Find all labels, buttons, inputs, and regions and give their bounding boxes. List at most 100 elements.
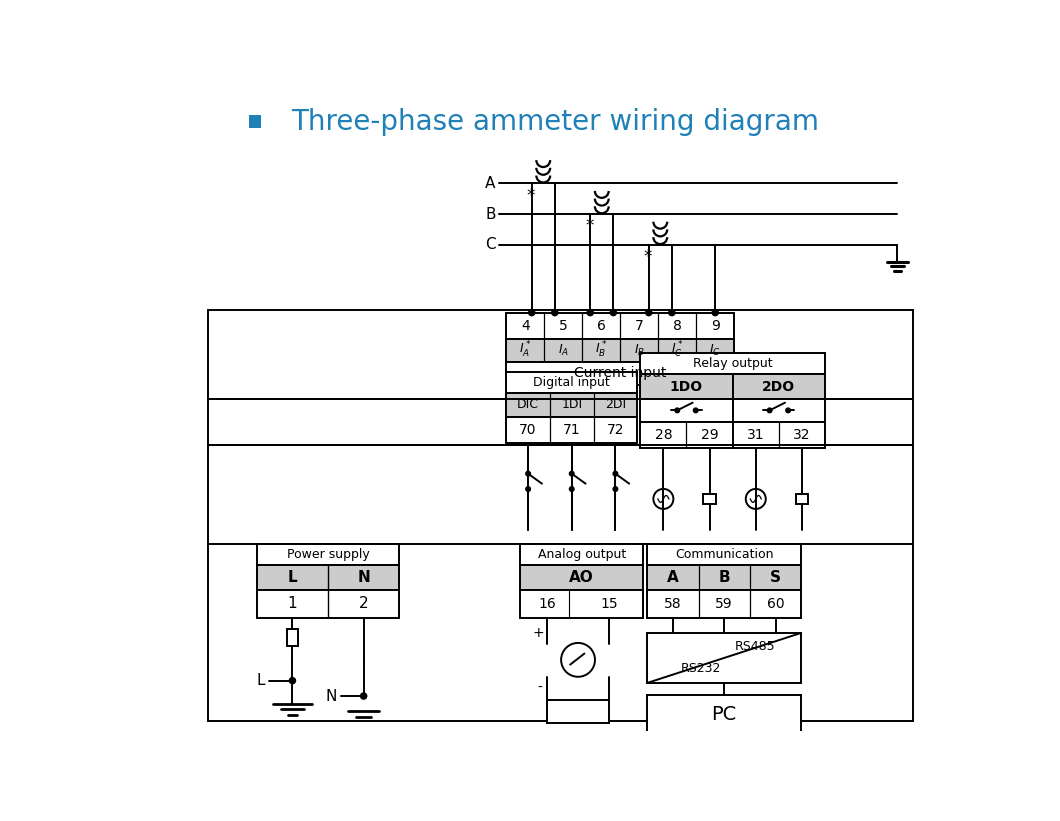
Text: C: C xyxy=(484,237,495,252)
Circle shape xyxy=(675,408,679,413)
Bar xyxy=(507,339,735,362)
Text: L: L xyxy=(287,570,297,585)
Text: S: S xyxy=(770,570,781,585)
Text: Relay output: Relay output xyxy=(693,357,773,370)
Circle shape xyxy=(613,487,618,492)
Circle shape xyxy=(613,471,618,476)
Text: RS232: RS232 xyxy=(681,663,721,676)
Text: $I_B$: $I_B$ xyxy=(634,342,644,358)
Text: 1DI: 1DI xyxy=(561,398,582,411)
Text: 70: 70 xyxy=(519,423,536,437)
Bar xyxy=(640,422,825,448)
Text: 16: 16 xyxy=(538,597,556,611)
Text: 9: 9 xyxy=(711,319,720,333)
Bar xyxy=(640,399,732,422)
Circle shape xyxy=(551,310,558,315)
Text: 28: 28 xyxy=(655,428,672,442)
Bar xyxy=(648,695,801,735)
Text: 1DO: 1DO xyxy=(670,379,703,393)
Circle shape xyxy=(587,310,594,315)
Text: Three-phase ammeter wiring diagram: Three-phase ammeter wiring diagram xyxy=(290,108,818,135)
Text: $I_A$: $I_A$ xyxy=(558,342,569,358)
Text: Analog output: Analog output xyxy=(537,548,625,561)
Text: 31: 31 xyxy=(747,428,764,442)
Circle shape xyxy=(569,487,575,492)
Text: 2: 2 xyxy=(359,596,369,611)
Bar xyxy=(732,399,825,422)
Text: -: - xyxy=(537,681,542,695)
Bar xyxy=(520,544,643,565)
Circle shape xyxy=(569,471,575,476)
Text: 15: 15 xyxy=(600,597,618,611)
Bar xyxy=(257,544,400,565)
Text: 72: 72 xyxy=(606,423,624,437)
Circle shape xyxy=(693,408,699,413)
Text: 6: 6 xyxy=(597,319,605,333)
Bar xyxy=(640,353,825,374)
Circle shape xyxy=(767,408,772,413)
Text: 1: 1 xyxy=(287,596,297,611)
Bar xyxy=(648,589,801,617)
Text: RS485: RS485 xyxy=(735,640,775,654)
Text: 2DO: 2DO xyxy=(762,379,795,393)
Text: 71: 71 xyxy=(563,423,581,437)
Bar xyxy=(507,416,637,443)
Circle shape xyxy=(360,693,367,699)
Text: B: B xyxy=(719,570,730,585)
Text: 29: 29 xyxy=(701,428,719,442)
Text: A: A xyxy=(485,176,495,190)
Bar xyxy=(287,629,298,646)
Text: 5: 5 xyxy=(559,319,568,333)
Text: DIC: DIC xyxy=(517,398,540,411)
Bar xyxy=(249,116,262,128)
Text: $I_C^*$: $I_C^*$ xyxy=(671,340,684,360)
Text: 60: 60 xyxy=(766,597,784,611)
Text: 4: 4 xyxy=(520,319,530,333)
Text: *: * xyxy=(643,248,652,266)
Circle shape xyxy=(712,310,719,315)
Text: 58: 58 xyxy=(664,597,682,611)
Text: 32: 32 xyxy=(793,428,811,442)
Bar xyxy=(507,393,637,416)
Text: AO: AO xyxy=(569,570,594,585)
Bar xyxy=(648,544,801,565)
Text: N: N xyxy=(357,570,370,585)
Text: N: N xyxy=(325,689,337,704)
Bar xyxy=(640,374,732,399)
Text: $I_C$: $I_C$ xyxy=(709,342,721,358)
Text: 7: 7 xyxy=(635,319,643,333)
Bar xyxy=(507,313,735,339)
Circle shape xyxy=(529,310,535,315)
Text: $I_A^*$: $I_A^*$ xyxy=(519,340,531,360)
Bar xyxy=(704,493,716,504)
Bar xyxy=(648,565,801,589)
Text: Current input: Current input xyxy=(575,366,667,380)
Circle shape xyxy=(646,310,652,315)
Bar xyxy=(547,699,608,723)
Circle shape xyxy=(526,487,530,492)
Bar xyxy=(209,310,913,721)
Bar xyxy=(520,589,643,617)
Text: *: * xyxy=(527,186,535,204)
Bar xyxy=(648,633,801,683)
Text: A: A xyxy=(667,570,678,585)
Circle shape xyxy=(669,310,675,315)
Text: B: B xyxy=(485,207,495,222)
Bar xyxy=(507,372,637,393)
Circle shape xyxy=(611,310,617,315)
Bar xyxy=(257,565,400,589)
Bar xyxy=(520,565,643,589)
Bar xyxy=(732,374,825,399)
Text: 2DI: 2DI xyxy=(605,398,626,411)
Circle shape xyxy=(526,471,530,476)
Text: $I_B^*$: $I_B^*$ xyxy=(595,340,607,360)
Circle shape xyxy=(785,408,791,413)
Text: Communication: Communication xyxy=(675,548,774,561)
Bar xyxy=(796,493,808,504)
Circle shape xyxy=(289,677,296,684)
Text: L: L xyxy=(257,673,265,688)
Bar xyxy=(257,589,400,617)
Text: 8: 8 xyxy=(673,319,682,333)
Text: 59: 59 xyxy=(716,597,734,611)
Text: PC: PC xyxy=(711,705,737,724)
